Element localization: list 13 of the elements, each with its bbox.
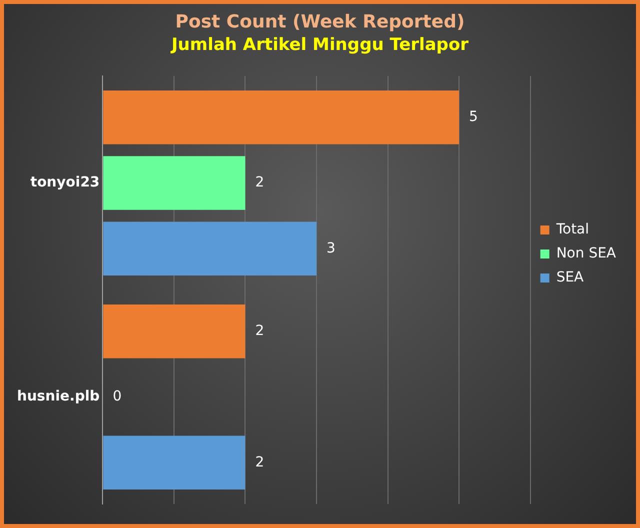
data-label: 2 [255, 454, 264, 470]
data-label: 0 [112, 388, 122, 405]
legend-label: Non SEA [556, 246, 616, 262]
chart-title: Post Count (Week Reported) [175, 11, 465, 32]
data-label: 5 [469, 109, 478, 126]
chart-subtitle: Jumlah Artikel Minggu Terlapor [170, 35, 470, 56]
y-tick-label: husnie.plb [17, 388, 100, 405]
data-label: 3 [326, 240, 336, 256]
data-label: 2 [255, 174, 264, 191]
legend-label: Total [555, 222, 590, 238]
data-label: 2 [255, 323, 264, 340]
y-tick-label: tonyoi23 [30, 174, 100, 191]
legend-label: SEA [556, 270, 584, 286]
